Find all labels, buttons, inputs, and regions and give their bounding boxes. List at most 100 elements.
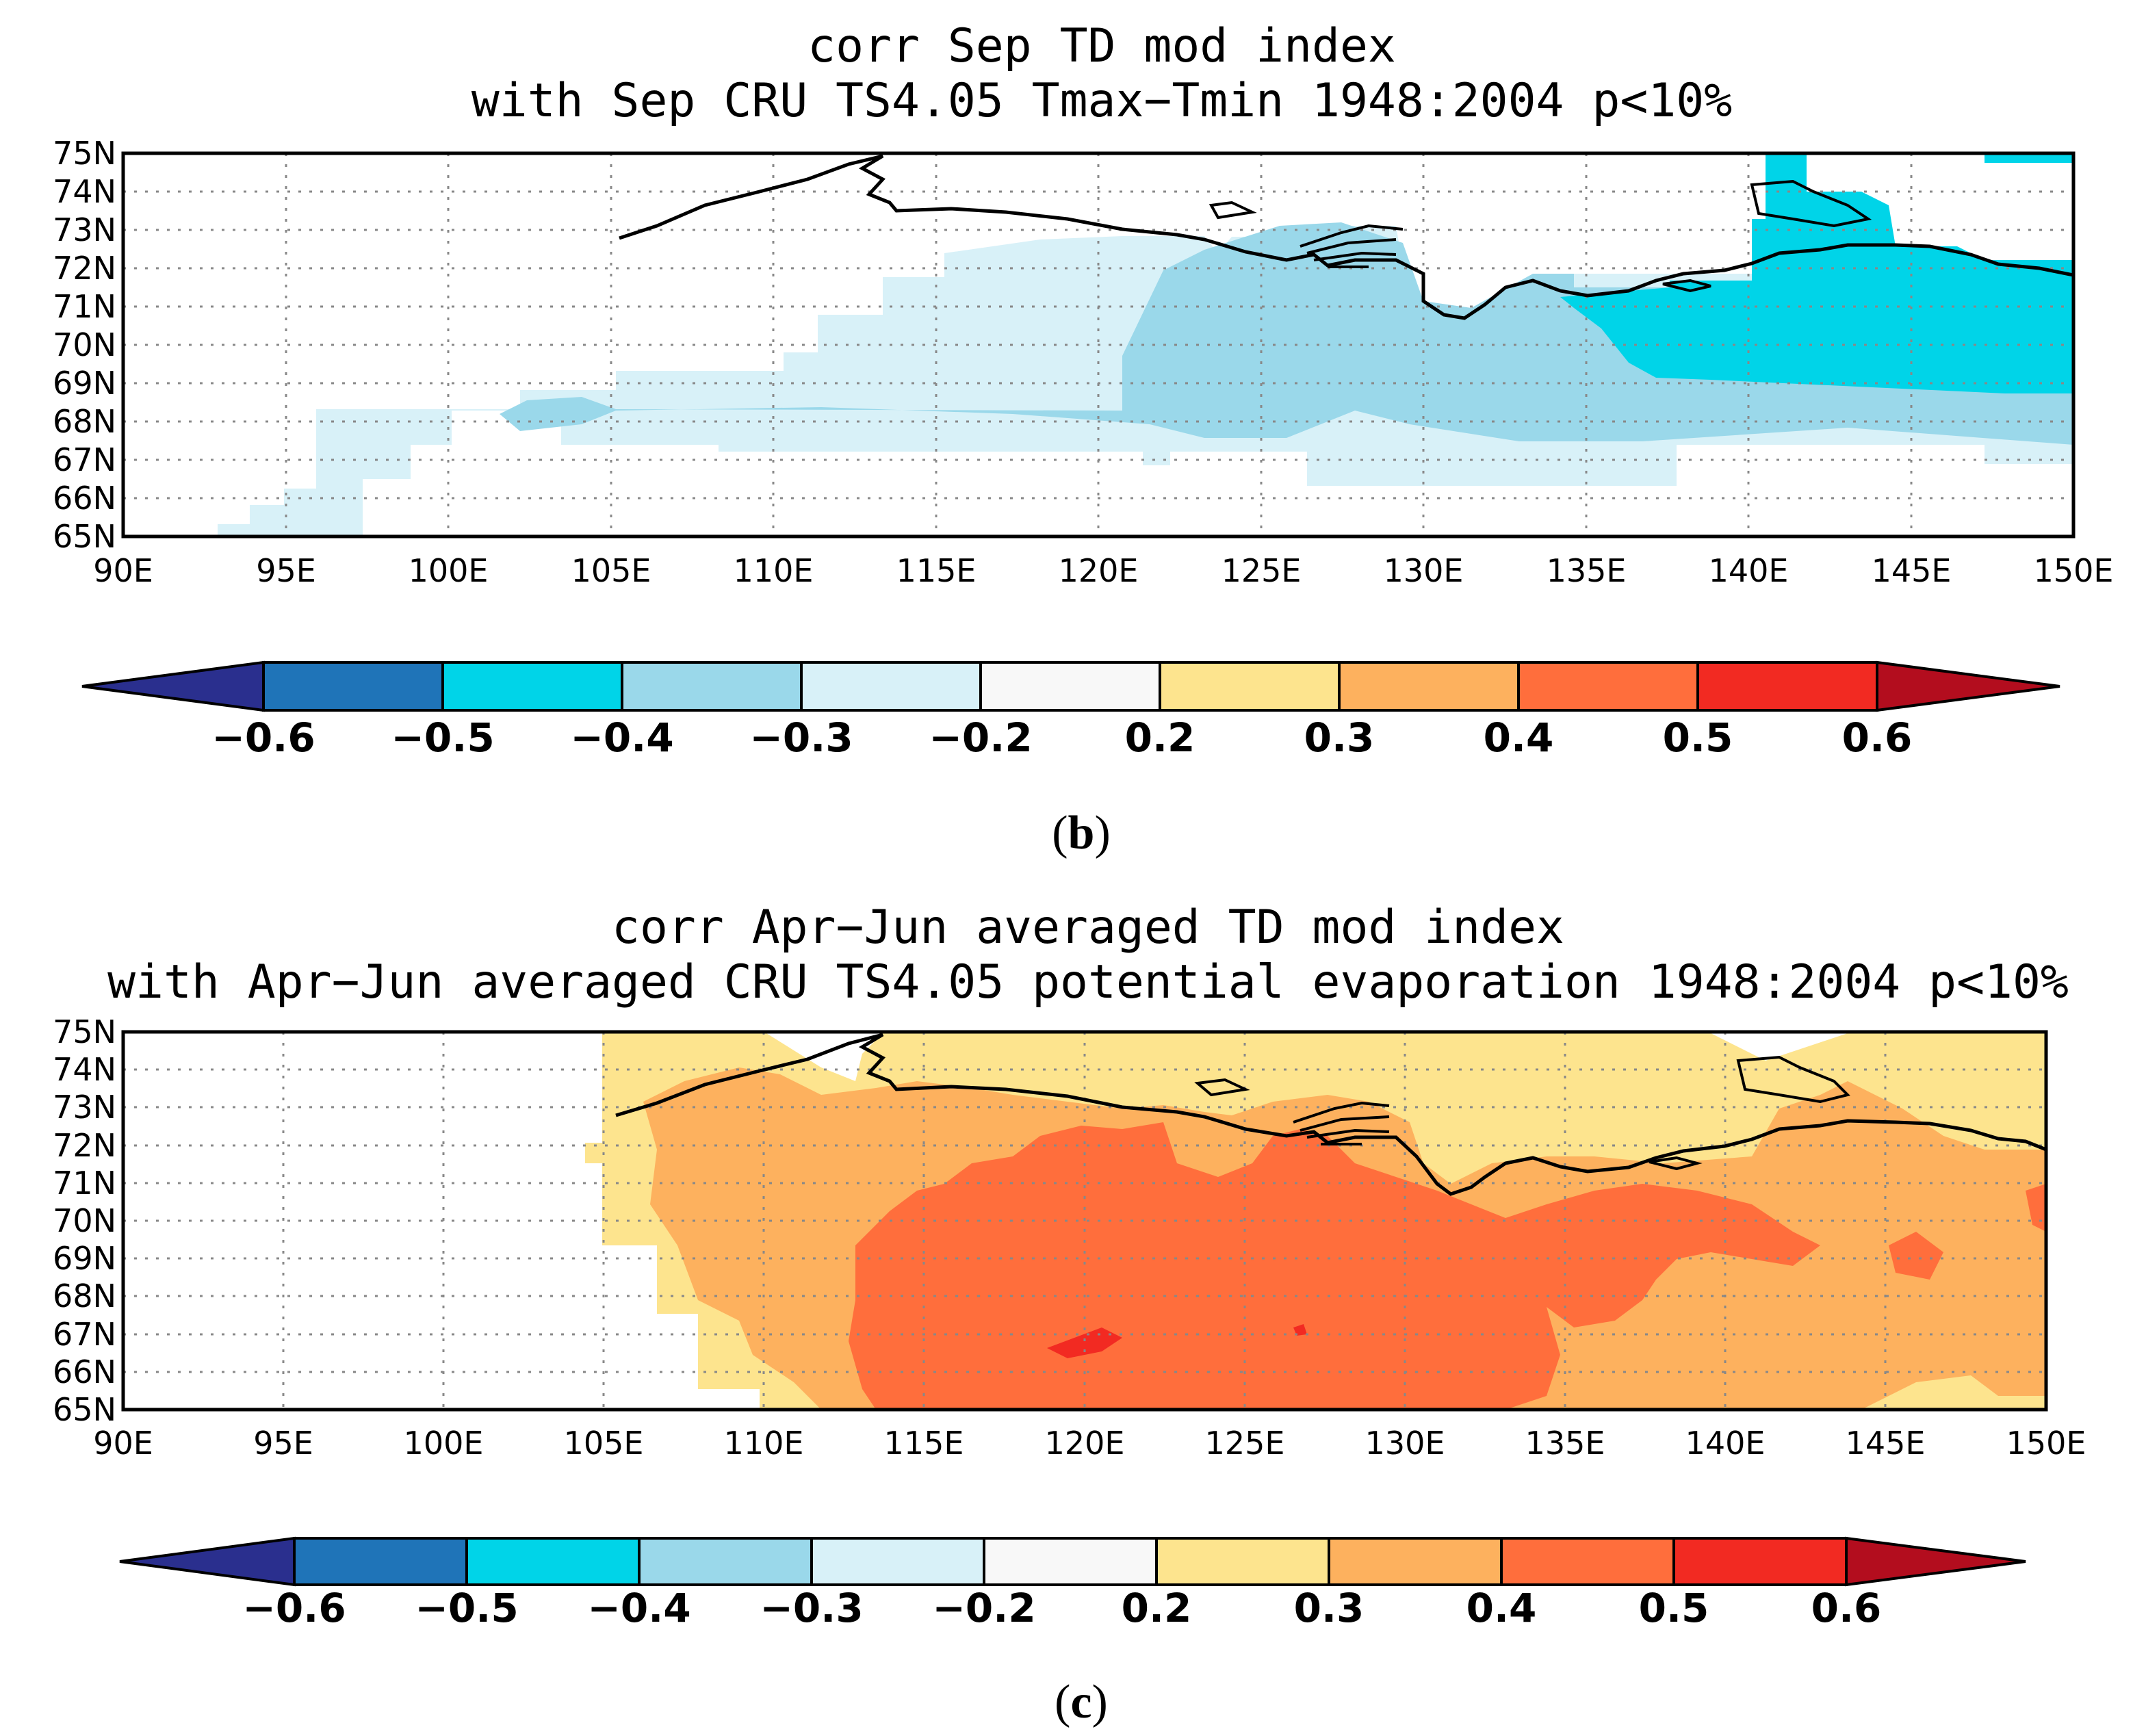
panel-b-coastline [619,154,2073,320]
panel-c-xtick: 115E [884,1425,964,1462]
colorbar-c-tick: 0.4 [1466,1585,1537,1631]
panel-c-ytick: 75N [53,1013,116,1050]
panel-b-xtick: 95E [256,552,316,589]
panel-c-ytick: 65N [53,1391,116,1428]
colorbar-b-tick: 0.5 [1663,714,1733,761]
panel-b-grid [123,153,2073,536]
colorbar-b-tick: −0.3 [749,714,853,761]
panel-c-xtick: 130E [1365,1425,1445,1462]
panel-c-ytick: 66N [53,1353,116,1390]
panel-c-ytick: 68N [53,1278,116,1314]
panel-b-delta [1208,179,1872,293]
panel-b-y-ticks: 65N 66N 67N 68N 69N 70N 71N 72N 73N 74N … [53,135,116,555]
panel-b-map [123,153,2073,536]
colorbar-b-bin [1517,661,1699,712]
panel-c-xtick: 90E [93,1425,153,1462]
colorbar-c-bin [983,1537,1158,1586]
panel-b-ytick: 65N [53,518,116,555]
panel-c: corr Apr−Jun averaged TD mod index with … [53,901,2086,1728]
colorbar-c-tick: −0.3 [760,1585,863,1631]
panel-b-ytick: 72N [53,250,116,287]
colorbar-c-arrow-left [119,1536,296,1587]
colorbar-c-bin [1155,1537,1330,1586]
panel-b-xtick: 120E [1059,552,1139,589]
panel-c-xtick: 120E [1045,1425,1125,1462]
colorbar-c-bin [810,1537,985,1586]
panel-b-frame [121,151,2076,539]
panel-b-title-line1: corr Sep TD mod index [807,19,1396,73]
panel-b-xtick: 110E [734,552,814,589]
colorbar-c-tick: −0.5 [415,1585,518,1631]
colorbar-b-tick: −0.4 [570,714,673,761]
panel-b-ytick: 74N [53,173,116,210]
panel-c-grid [123,1032,2046,1410]
panel-c-ytick: 70N [53,1202,116,1239]
colorbar-c-bin [293,1537,468,1586]
colorbar-c-bin [638,1537,813,1586]
panel-c-x-ticks: 90E 95E 100E 105E 110E 115E 120E 125E 13… [93,1425,2086,1462]
colorbar-c-tick: 0.5 [1639,1585,1709,1631]
colorbar-c-bin [1672,1537,1848,1586]
panel-c-xtick: 135E [1525,1425,1605,1462]
panel-b-ytick: 66N [53,480,116,517]
panel-c-coastline [615,1033,2046,1196]
colorbar-b-tick: 0.3 [1304,714,1375,761]
panel-b-region-medium-blue [500,222,2073,445]
colorbar-c-tick: 0.6 [1811,1585,1882,1631]
panel-c-xtick: 105E [564,1425,644,1462]
panel-b-ytick: 68N [53,403,116,440]
panel-b-colorbar [81,660,2060,712]
panel-b-colorbar-ticks: −0.6 −0.5 −0.4 −0.3 −0.2 0.2 0.3 0.4 0.5… [211,714,1912,761]
panel-b-ytick: 73N [53,211,116,248]
colorbar-b-bin [1159,661,1341,712]
panel-b-xtick: 100E [409,552,489,589]
colorbar-c-tick: −0.4 [587,1585,690,1631]
panel-c-label: c [1070,1676,1091,1728]
panel-c-ytick: 67N [53,1316,116,1353]
panel-b-title-line2: with Sep CRU TS4.05 Tmax−Tmin 1948:2004 … [471,74,1732,128]
panel-c-title-line1: corr Apr−Jun averaged TD mod index [612,901,1564,955]
colorbar-b-bin [621,661,803,712]
colorbar-c-tick: 0.2 [1122,1585,1192,1631]
panel-c-ytick: 73N [53,1089,116,1126]
panel-b-ytick: 70N [53,326,116,363]
colorbar-c-bin [1500,1537,1675,1586]
colorbar-b-bin [1696,661,1878,712]
panel-b-xtick: 150E [2034,552,2114,589]
panel-b-xtick: 140E [1709,552,1789,589]
panel-b-ytick: 67N [53,441,116,478]
colorbar-c-arrow-right [1845,1536,2026,1587]
panel-b-xtick: 90E [93,552,153,589]
panel-c-colorbar [119,1536,2026,1587]
colorbar-b-tick: −0.6 [211,714,315,761]
panel-c-colorbar-ticks: −0.6 −0.5 −0.4 −0.3 −0.2 0.2 0.3 0.4 0.5… [242,1585,1881,1631]
colorbar-b-tick: −0.2 [929,714,1032,761]
panel-b-ytick: 71N [53,288,116,325]
colorbar-c-tick: −0.6 [242,1585,346,1631]
colorbar-b-bin [262,661,444,712]
panel-c-xtick: 140E [1685,1425,1766,1462]
colorbar-b-bin [800,661,982,712]
panel-b-ytick: 75N [53,135,116,172]
panel-c-ytick: 69N [53,1240,116,1277]
panel-c-caption: (c) [1055,1676,1108,1728]
panel-c-xtick: 125E [1205,1425,1285,1462]
colorbar-c-bin [465,1537,641,1586]
panel-c-xtick: 100E [404,1425,484,1462]
panel-c-delta [1194,1055,1850,1171]
panel-b-label: b [1068,807,1095,859]
colorbar-b-tick: 0.4 [1484,714,1554,761]
panel-c-map [123,1032,2046,1410]
panel-c-region-orange-red-blob [1889,1184,2046,1280]
panel-b-xtick: 105E [571,552,651,589]
panel-b-xtick: 125E [1221,552,1302,589]
panel-c-y-ticks: 65N 66N 67N 68N 69N 70N 71N 72N 73N 74N … [53,1013,116,1428]
colorbar-c-tick: −0.2 [932,1585,1035,1631]
panel-c-xtick: 110E [724,1425,804,1462]
panel-c-title-line2: with Apr−Jun averaged CRU TS4.05 potenti… [107,955,2069,1009]
colorbar-b-tick: 0.6 [1842,714,1913,761]
panel-b-xtick: 130E [1384,552,1464,589]
panel-c-frame [121,1030,2048,1412]
panel-c-ytick: 71N [53,1165,116,1202]
